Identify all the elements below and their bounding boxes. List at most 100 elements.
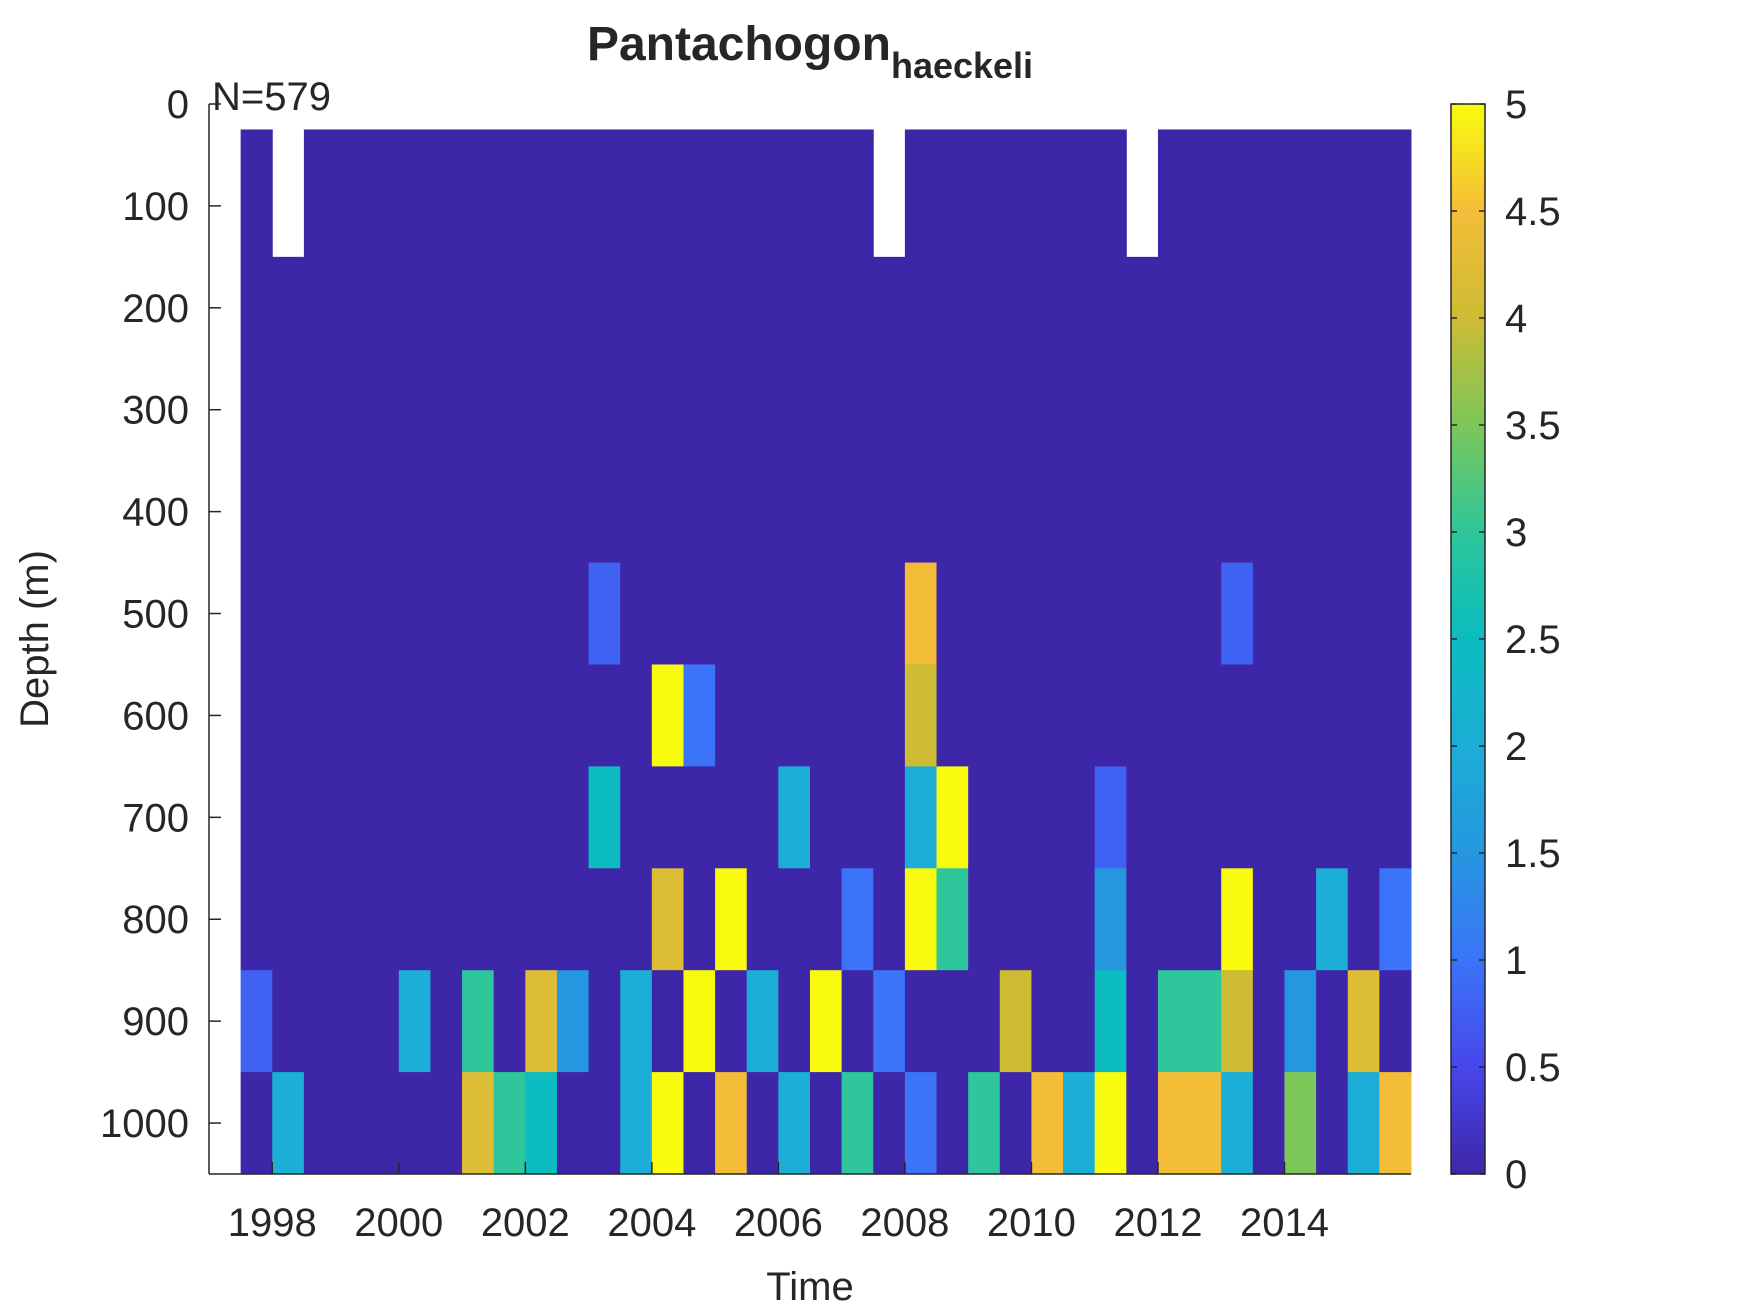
heatmap-cell — [588, 358, 621, 462]
heatmap-cell — [683, 129, 716, 258]
heatmap-cell — [367, 1072, 400, 1175]
heatmap-cell — [810, 256, 843, 360]
heatmap-cell — [746, 868, 779, 971]
heatmap-cell — [1347, 129, 1380, 258]
heatmap-cell — [1126, 460, 1159, 564]
heatmap-cell — [904, 868, 938, 971]
heatmap-cell — [620, 970, 653, 1073]
heatmap-cell — [1284, 766, 1317, 869]
heatmap-cell — [651, 562, 684, 665]
heatmap-cell — [968, 358, 1001, 462]
heatmap-cell — [746, 129, 779, 258]
heatmap-cell — [1379, 460, 1412, 564]
heatmap-cell — [462, 256, 495, 360]
heatmap-cell — [873, 358, 906, 462]
heatmap-cell — [746, 1072, 779, 1175]
heatmap-cell — [999, 664, 1032, 767]
heatmap-cell — [493, 358, 526, 462]
heatmap-cell — [1252, 460, 1285, 564]
heatmap-cell — [968, 562, 1001, 665]
heatmap-cell — [1221, 868, 1254, 971]
heatmap-cell — [367, 868, 400, 971]
y-tick-label: 100 — [122, 185, 189, 229]
heatmap-cell — [1316, 460, 1349, 564]
heatmap-cell — [1316, 256, 1349, 360]
heatmap-cell — [303, 664, 337, 767]
heatmap-cell — [462, 664, 495, 767]
heatmap-cell — [493, 460, 526, 564]
heatmap-cell — [1221, 562, 1254, 665]
heatmap-cell — [1031, 766, 1064, 869]
heatmap-cell — [1284, 358, 1317, 462]
annotation: N=579 — [212, 75, 331, 119]
heatmap-cell — [778, 460, 811, 564]
heatmap-cell — [303, 129, 337, 258]
heatmap-cell — [778, 970, 811, 1073]
heatmap-cell — [430, 256, 463, 360]
heatmap-cell — [778, 358, 811, 462]
heatmap-cell — [1252, 868, 1285, 971]
heatmap-cell — [1157, 460, 1191, 564]
heatmap-cell — [1379, 664, 1412, 767]
heatmap-cell — [398, 970, 431, 1073]
heatmap-cell — [556, 664, 590, 767]
heatmap-cell — [1063, 460, 1096, 564]
heatmap-cell — [588, 970, 621, 1073]
heatmap-cell — [1157, 562, 1191, 665]
heatmap-cell — [1063, 766, 1096, 869]
heatmap-cell — [1031, 129, 1064, 258]
heatmap-cell — [335, 868, 368, 971]
x-tick-label: 2008 — [860, 1201, 949, 1245]
heatmap-cell — [1157, 1072, 1191, 1175]
heatmap-cell — [1379, 256, 1412, 360]
heatmap-cell — [810, 460, 843, 564]
heatmap-cell — [651, 664, 684, 767]
colorbar-tick-label: 0 — [1505, 1153, 1527, 1197]
heatmap-cell — [556, 868, 590, 971]
heatmap-cell — [556, 1072, 590, 1175]
heatmap-cell — [430, 868, 463, 971]
heatmap-cell — [1189, 460, 1222, 564]
heatmap-cell — [999, 460, 1032, 564]
heatmap-cell — [651, 1072, 684, 1175]
heatmap-cell — [1126, 562, 1159, 665]
heatmap-cell — [367, 766, 400, 869]
heatmap-cell — [335, 129, 368, 258]
heatmap-cell — [1221, 970, 1254, 1073]
heatmap-cell — [620, 664, 653, 767]
heatmap-cell — [1316, 664, 1349, 767]
heatmap-cell — [651, 868, 684, 971]
heatmap-cell — [367, 358, 400, 462]
heatmap-cell — [525, 1072, 558, 1175]
heatmap-cell — [999, 766, 1032, 869]
heatmap-cell — [462, 562, 495, 665]
heatmap-cell — [272, 358, 305, 462]
heatmap-cell — [841, 129, 874, 258]
x-tick-label: 2010 — [987, 1201, 1076, 1245]
heatmap-cell — [303, 1072, 337, 1175]
heatmap-cell — [683, 358, 716, 462]
colorbar-tick-label: 4 — [1505, 297, 1527, 341]
heatmap-cell — [620, 256, 653, 360]
heatmap-cell — [588, 562, 621, 665]
heatmap-cell — [1094, 460, 1127, 564]
heatmap-cell — [715, 664, 748, 767]
heatmap-cell — [746, 358, 779, 462]
colorbar-tick-label: 4.5 — [1505, 190, 1561, 234]
heatmap-cell — [1379, 868, 1412, 971]
heatmap-cell — [1379, 562, 1412, 665]
heatmap-cell — [1252, 970, 1285, 1073]
heatmap-cell — [1063, 256, 1096, 360]
y-tick-label: 1000 — [100, 1102, 189, 1146]
heatmap-cell — [1316, 562, 1349, 665]
heatmap-cell — [904, 256, 938, 360]
heatmap-cell — [778, 868, 811, 971]
heatmap-cell — [841, 562, 874, 665]
heatmap-cell — [936, 460, 969, 564]
x-tick-label: 2000 — [354, 1201, 443, 1245]
heatmap-cell — [651, 256, 684, 360]
heatmap-cell — [1031, 358, 1064, 462]
heatmap-cell — [303, 358, 337, 462]
heatmap-cell — [1063, 868, 1096, 971]
